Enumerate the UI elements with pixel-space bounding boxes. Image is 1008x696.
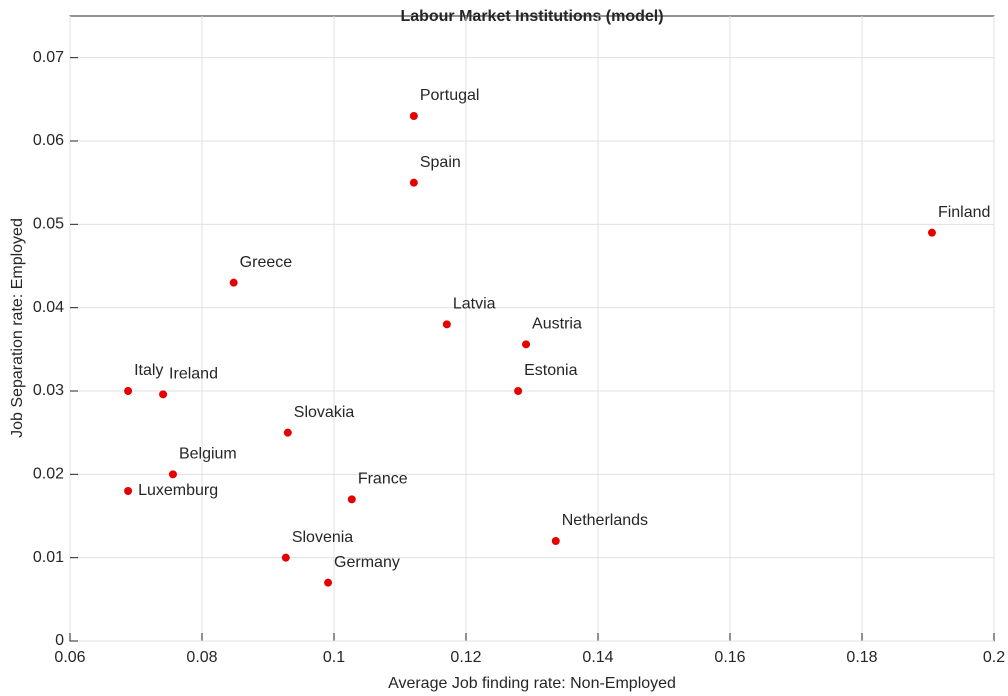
point xyxy=(514,387,523,395)
point xyxy=(168,470,177,479)
y-tick-label: 0.05 xyxy=(33,216,64,233)
x-tick-label: 0.12 xyxy=(450,649,481,666)
point-label: Greece xyxy=(240,254,293,271)
point xyxy=(927,228,936,237)
point-label: Belgium xyxy=(179,446,237,463)
x-tick-label: 0.08 xyxy=(186,649,217,666)
point xyxy=(409,178,418,187)
x-axis-label: Average Job finding rate: Non-Employed xyxy=(388,675,676,692)
x-tick-label: 0.18 xyxy=(846,649,877,666)
point xyxy=(324,578,333,587)
point-label: Austria xyxy=(532,316,582,333)
x-tick-label: 0.06 xyxy=(54,649,85,666)
point-label: Italy xyxy=(134,362,163,379)
point-label: France xyxy=(358,471,408,488)
point-label: Portugal xyxy=(420,87,480,104)
y-tick-label: 0.07 xyxy=(33,49,64,66)
x-tick-label: 0.1 xyxy=(323,649,345,666)
y-tick-label: 0.06 xyxy=(33,132,64,149)
point xyxy=(281,553,290,562)
x-tick-label: 0.14 xyxy=(582,649,613,666)
y-tick-label: 0 xyxy=(55,632,64,649)
point xyxy=(283,428,292,437)
point xyxy=(551,537,560,545)
point-label: Estonia xyxy=(524,362,577,379)
point xyxy=(409,112,418,120)
point-label: Netherlands xyxy=(562,512,648,529)
point xyxy=(442,320,451,329)
x-tick-label: 0.16 xyxy=(714,649,745,666)
point xyxy=(229,278,238,287)
point-label: Luxemburg xyxy=(138,482,218,499)
point xyxy=(124,487,133,495)
point-label: Ireland xyxy=(169,366,218,383)
point-label: Finland xyxy=(938,204,990,221)
point-label: Germany xyxy=(334,554,400,571)
point xyxy=(522,340,531,349)
point xyxy=(347,495,356,504)
point-label: Slovenia xyxy=(292,529,353,546)
point-label: Spain xyxy=(420,154,461,171)
point xyxy=(159,390,168,399)
y-axis-label: Job Separation rate: Employed xyxy=(9,218,26,438)
plot-area xyxy=(69,15,995,642)
x-tick-label: 0.2 xyxy=(983,649,1005,666)
point-label: Slovakia xyxy=(294,404,355,421)
point-label: Latvia xyxy=(453,296,496,313)
y-tick-label: 0.01 xyxy=(33,549,64,566)
y-tick-label: 0.02 xyxy=(33,466,64,483)
y-tick-label: 0.04 xyxy=(33,299,64,316)
y-tick-label: 0.03 xyxy=(33,382,64,399)
point xyxy=(124,387,133,395)
chart-title: Labour Market Institutions (model) xyxy=(400,8,663,25)
